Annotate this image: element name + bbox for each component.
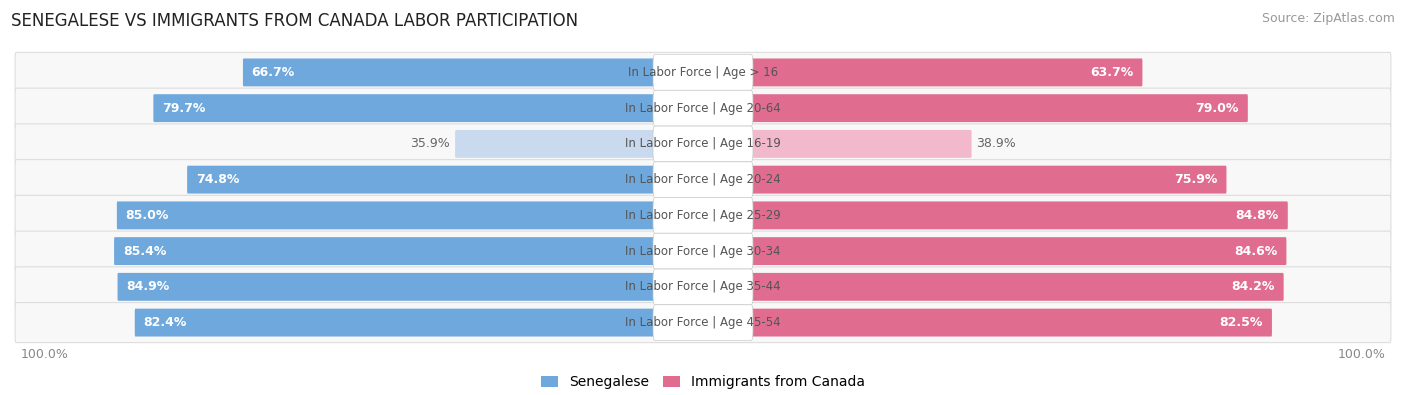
FancyBboxPatch shape — [703, 166, 1226, 194]
Text: In Labor Force | Age 16-19: In Labor Force | Age 16-19 — [626, 137, 780, 150]
FancyBboxPatch shape — [652, 126, 754, 162]
FancyBboxPatch shape — [153, 94, 703, 122]
FancyBboxPatch shape — [652, 305, 754, 340]
FancyBboxPatch shape — [15, 88, 1391, 128]
FancyBboxPatch shape — [703, 58, 1143, 87]
Text: In Labor Force | Age 25-29: In Labor Force | Age 25-29 — [626, 209, 780, 222]
Text: 85.0%: 85.0% — [125, 209, 169, 222]
Legend: Senegalese, Immigrants from Canada: Senegalese, Immigrants from Canada — [536, 370, 870, 395]
FancyBboxPatch shape — [652, 90, 754, 126]
FancyBboxPatch shape — [15, 53, 1391, 92]
FancyBboxPatch shape — [703, 201, 1288, 229]
Text: In Labor Force | Age 20-64: In Labor Force | Age 20-64 — [626, 102, 780, 115]
FancyBboxPatch shape — [652, 233, 754, 269]
Text: In Labor Force | Age 20-24: In Labor Force | Age 20-24 — [626, 173, 780, 186]
Text: 82.5%: 82.5% — [1220, 316, 1263, 329]
FancyBboxPatch shape — [456, 130, 703, 158]
FancyBboxPatch shape — [15, 160, 1391, 199]
Text: 79.0%: 79.0% — [1195, 102, 1239, 115]
FancyBboxPatch shape — [118, 273, 703, 301]
Text: 82.4%: 82.4% — [143, 316, 187, 329]
FancyBboxPatch shape — [703, 273, 1284, 301]
FancyBboxPatch shape — [135, 308, 703, 337]
Text: 35.9%: 35.9% — [411, 137, 450, 150]
Text: 74.8%: 74.8% — [195, 173, 239, 186]
Text: 63.7%: 63.7% — [1090, 66, 1133, 79]
Text: 100.0%: 100.0% — [1337, 348, 1385, 361]
Text: SENEGALESE VS IMMIGRANTS FROM CANADA LABOR PARTICIPATION: SENEGALESE VS IMMIGRANTS FROM CANADA LAB… — [11, 12, 578, 30]
FancyBboxPatch shape — [15, 267, 1391, 307]
Text: In Labor Force | Age > 16: In Labor Force | Age > 16 — [628, 66, 778, 79]
Text: 75.9%: 75.9% — [1174, 173, 1218, 186]
FancyBboxPatch shape — [15, 303, 1391, 342]
FancyBboxPatch shape — [652, 55, 754, 90]
Text: 84.2%: 84.2% — [1232, 280, 1275, 293]
Text: 84.9%: 84.9% — [127, 280, 170, 293]
Text: 66.7%: 66.7% — [252, 66, 295, 79]
Text: 79.7%: 79.7% — [162, 102, 205, 115]
FancyBboxPatch shape — [15, 124, 1391, 164]
FancyBboxPatch shape — [114, 237, 703, 265]
Text: In Labor Force | Age 35-44: In Labor Force | Age 35-44 — [626, 280, 780, 293]
FancyBboxPatch shape — [15, 231, 1391, 271]
FancyBboxPatch shape — [703, 308, 1272, 337]
FancyBboxPatch shape — [703, 94, 1247, 122]
FancyBboxPatch shape — [187, 166, 703, 194]
Text: 100.0%: 100.0% — [21, 348, 69, 361]
FancyBboxPatch shape — [117, 201, 703, 229]
FancyBboxPatch shape — [703, 237, 1286, 265]
FancyBboxPatch shape — [652, 162, 754, 198]
Text: In Labor Force | Age 45-54: In Labor Force | Age 45-54 — [626, 316, 780, 329]
FancyBboxPatch shape — [652, 198, 754, 233]
Text: 84.8%: 84.8% — [1236, 209, 1279, 222]
Text: In Labor Force | Age 30-34: In Labor Force | Age 30-34 — [626, 245, 780, 258]
FancyBboxPatch shape — [15, 196, 1391, 235]
Text: 38.9%: 38.9% — [977, 137, 1017, 150]
FancyBboxPatch shape — [243, 58, 703, 87]
Text: Source: ZipAtlas.com: Source: ZipAtlas.com — [1261, 12, 1395, 25]
FancyBboxPatch shape — [652, 269, 754, 305]
FancyBboxPatch shape — [703, 130, 972, 158]
Text: 85.4%: 85.4% — [122, 245, 166, 258]
Text: 84.6%: 84.6% — [1234, 245, 1278, 258]
